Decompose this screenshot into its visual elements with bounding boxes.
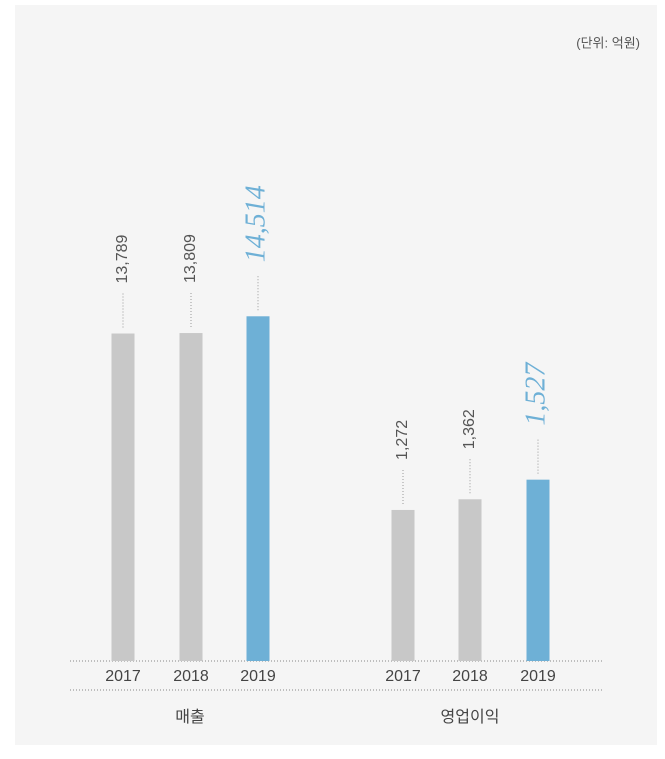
x-tick-label: 2019 [240,668,276,685]
panel [15,5,657,745]
value-label: 1,362 [461,409,478,449]
value-label: 1,527 [520,362,551,426]
bar [111,333,135,661]
value-label: 13,789 [114,234,131,283]
unit-note: (단위: 억원) [576,35,640,50]
value-label: 1,272 [394,420,411,460]
bar [246,316,270,661]
bar [179,333,203,661]
x-tick-label: 2018 [452,668,488,685]
bar [391,509,415,661]
group-label: 영업이익 [441,708,500,726]
group-label: 매출 [175,708,204,726]
x-tick-label: 2018 [173,668,209,685]
value-label: 14,514 [240,185,271,262]
bar [458,499,482,661]
x-tick-label: 2017 [105,668,141,685]
x-tick-label: 2019 [520,668,556,685]
value-label: 13,809 [182,234,199,283]
bar [526,479,550,661]
x-tick-label: 2017 [385,668,421,685]
